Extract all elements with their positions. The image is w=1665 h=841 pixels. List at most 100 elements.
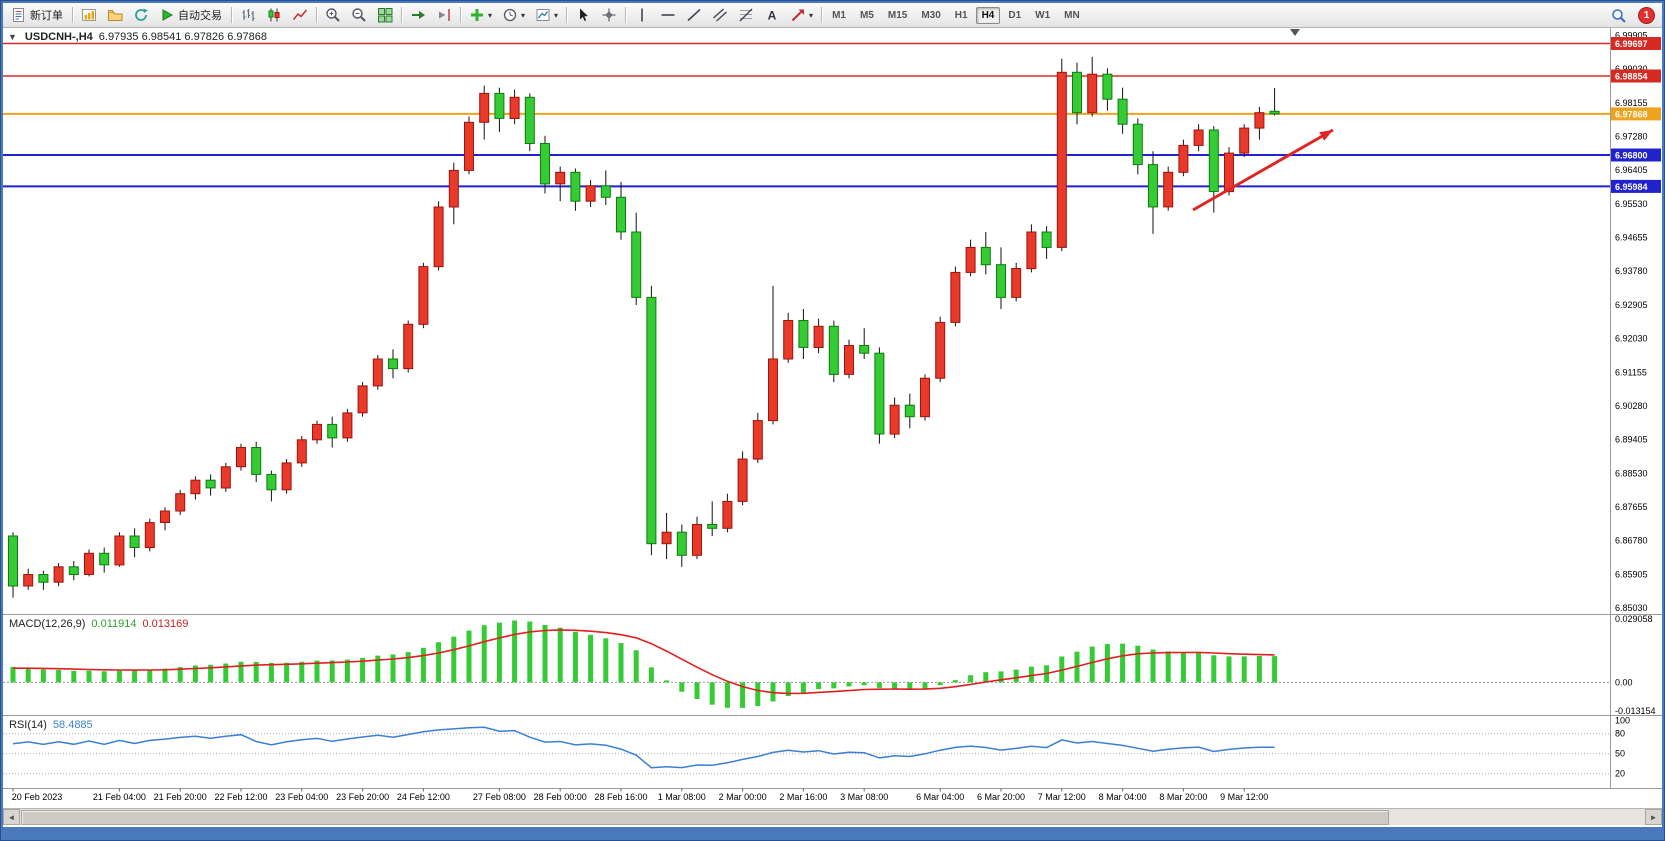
timeframe-m5[interactable]: M5 <box>859 9 874 21</box>
timeframe-mn[interactable]: MN <box>1064 9 1080 21</box>
symbol-label: USDCNH-,H4 <box>24 31 93 43</box>
scroll-right-button[interactable]: ► <box>1645 809 1662 825</box>
zoom-out-icon <box>352 8 366 22</box>
tile-windows-button[interactable] <box>373 5 397 25</box>
svg-text:6.99905: 6.99905 <box>1615 31 1648 41</box>
timeframe-m1[interactable]: M1 <box>832 9 846 21</box>
macd-main-value: 0.011914 <box>91 618 137 630</box>
toolbar-separator <box>316 7 317 23</box>
chevron-down-icon: ▾ <box>809 10 814 20</box>
scroll-left-button[interactable]: ◄ <box>3 809 20 825</box>
refresh-icon <box>135 8 148 21</box>
timeframe-w1[interactable]: W1 <box>1035 9 1051 21</box>
toolbar-separator <box>72 7 73 23</box>
svg-text:20: 20 <box>1615 769 1625 779</box>
svg-text:6.87655: 6.87655 <box>1615 502 1648 512</box>
svg-text:22 Feb 12:00: 22 Feb 12:00 <box>214 792 267 802</box>
toolbar-separator <box>821 7 823 23</box>
line-chart-button[interactable] <box>288 5 312 25</box>
search-button[interactable] <box>1607 6 1631 26</box>
horizontal-scrollbar[interactable]: ◄ ► <box>3 808 1662 825</box>
timeframe-m30[interactable]: M30 <box>921 9 941 21</box>
svg-text:0.029058: 0.029058 <box>1615 614 1653 624</box>
scrollbar-thumb[interactable] <box>21 810 1389 825</box>
svg-text:27 Feb 08:00: 27 Feb 08:00 <box>473 792 526 802</box>
toolbar-separator <box>460 7 461 23</box>
trend-arrow-annotation[interactable] <box>1192 126 1335 212</box>
fibonacci-button[interactable] <box>734 5 758 25</box>
horizontal-line-button[interactable] <box>656 5 680 25</box>
scrollbar-track[interactable] <box>20 809 1645 825</box>
chart-shift-marker[interactable] <box>1290 29 1300 36</box>
ohlc-readout: 6.97935 6.98541 6.97826 6.97868 <box>98 31 267 43</box>
notification-badge[interactable]: 1 <box>1639 8 1654 23</box>
toolbar-right: 1 <box>1606 3 1654 28</box>
bar-chart-button[interactable] <box>236 5 260 25</box>
toolbar-separator <box>566 7 568 23</box>
bar-chart-icon <box>242 9 255 21</box>
new-chart-button[interactable] <box>77 5 101 25</box>
one-click-trading-button[interactable]: ▼ <box>8 32 17 42</box>
svg-text:21 Feb 20:00: 21 Feb 20:00 <box>154 792 207 802</box>
toolbar-separator <box>625 7 627 23</box>
text-label-button[interactable]: A <box>760 5 784 25</box>
svg-text:6.93780: 6.93780 <box>1615 266 1648 276</box>
autotrading-icon <box>162 9 174 21</box>
profiles-button[interactable] <box>103 5 127 25</box>
macd-axis: 0.029058 0.00 -0.013154 <box>1615 614 1656 716</box>
svg-text:21 Feb 04:00: 21 Feb 04:00 <box>93 792 146 802</box>
chart-shift-button[interactable] <box>432 5 456 25</box>
svg-text:6.90280: 6.90280 <box>1615 401 1648 411</box>
new-order-icon <box>13 8 24 22</box>
new-order-button[interactable]: 新订单 <box>7 5 68 25</box>
svg-text:100: 100 <box>1615 715 1630 725</box>
rsi-line <box>12 726 1275 769</box>
fibonacci-icon <box>739 8 753 22</box>
arrows-button[interactable]: ▾ <box>786 5 817 25</box>
price-badge: 6.98854 <box>1611 69 1661 83</box>
svg-text:6.85905: 6.85905 <box>1615 569 1648 579</box>
price-badge: 6.97868 <box>1611 107 1661 121</box>
chevron-down-icon: ▾ <box>488 10 493 20</box>
svg-text:6.92905: 6.92905 <box>1615 300 1648 310</box>
macd-header: MACD(12,26,9) 0.011914 0.013169 <box>9 618 188 630</box>
zoom-out-button[interactable] <box>347 5 371 25</box>
svg-text:6.99697: 6.99697 <box>1615 39 1648 49</box>
cursor-button[interactable] <box>571 5 595 25</box>
periods-button[interactable]: ▾ <box>498 5 529 25</box>
macd-label: MACD(12,26,9) <box>9 618 86 630</box>
svg-text:8 Mar 20:00: 8 Mar 20:00 <box>1159 792 1207 802</box>
zoom-in-button[interactable] <box>321 5 345 25</box>
auto-scroll-button[interactable] <box>406 5 430 25</box>
autotrading-button[interactable]: 自动交易 <box>155 5 227 25</box>
svg-text:-0.013154: -0.013154 <box>1615 706 1656 716</box>
templates-button[interactable]: ▾ <box>531 5 562 25</box>
price-badge: 6.99697 <box>1611 37 1661 50</box>
macd-histogram <box>10 620 1278 708</box>
indicators-button[interactable]: ▾ <box>465 5 496 25</box>
arrows-icon <box>791 9 805 22</box>
crosshair-button[interactable] <box>597 5 621 25</box>
candlestick-chart-button[interactable] <box>262 5 286 25</box>
svg-text:6.86780: 6.86780 <box>1615 536 1648 546</box>
svg-text:6.94655: 6.94655 <box>1615 233 1648 243</box>
svg-text:6.96800: 6.96800 <box>1615 151 1648 161</box>
toolbar-items: 新订单 自动交易 ▾ ▾ ▾ A ▾ M1 M5 M15 M30 H1 H4 D1 W1 MN <box>6 3 1087 27</box>
chevron-down-icon: ▾ <box>554 10 559 20</box>
svg-text:6.97280: 6.97280 <box>1615 132 1648 142</box>
tile-windows-icon <box>378 8 393 23</box>
toolbar-separator <box>401 7 402 23</box>
svg-text:6.91155: 6.91155 <box>1615 367 1647 377</box>
timeframe-h1[interactable]: H1 <box>954 9 968 21</box>
trendline-button[interactable] <box>682 5 706 25</box>
candlestick-chart-icon <box>268 8 280 22</box>
svg-text:6.96405: 6.96405 <box>1615 165 1648 175</box>
vertical-line-button[interactable] <box>630 5 654 25</box>
timeframe-h4[interactable]: H4 <box>975 6 1001 24</box>
price-chart[interactable]: 6.99905 6.99030 6.98155 6.97280 6.96405 6.955… <box>3 28 1662 807</box>
refresh-button[interactable] <box>129 5 153 25</box>
timeframe-m15[interactable]: M15 <box>887 9 908 21</box>
svg-text:8 Mar 04:00: 8 Mar 04:00 <box>1099 792 1147 802</box>
timeframe-d1[interactable]: D1 <box>1008 9 1022 21</box>
channel-button[interactable] <box>708 5 732 25</box>
